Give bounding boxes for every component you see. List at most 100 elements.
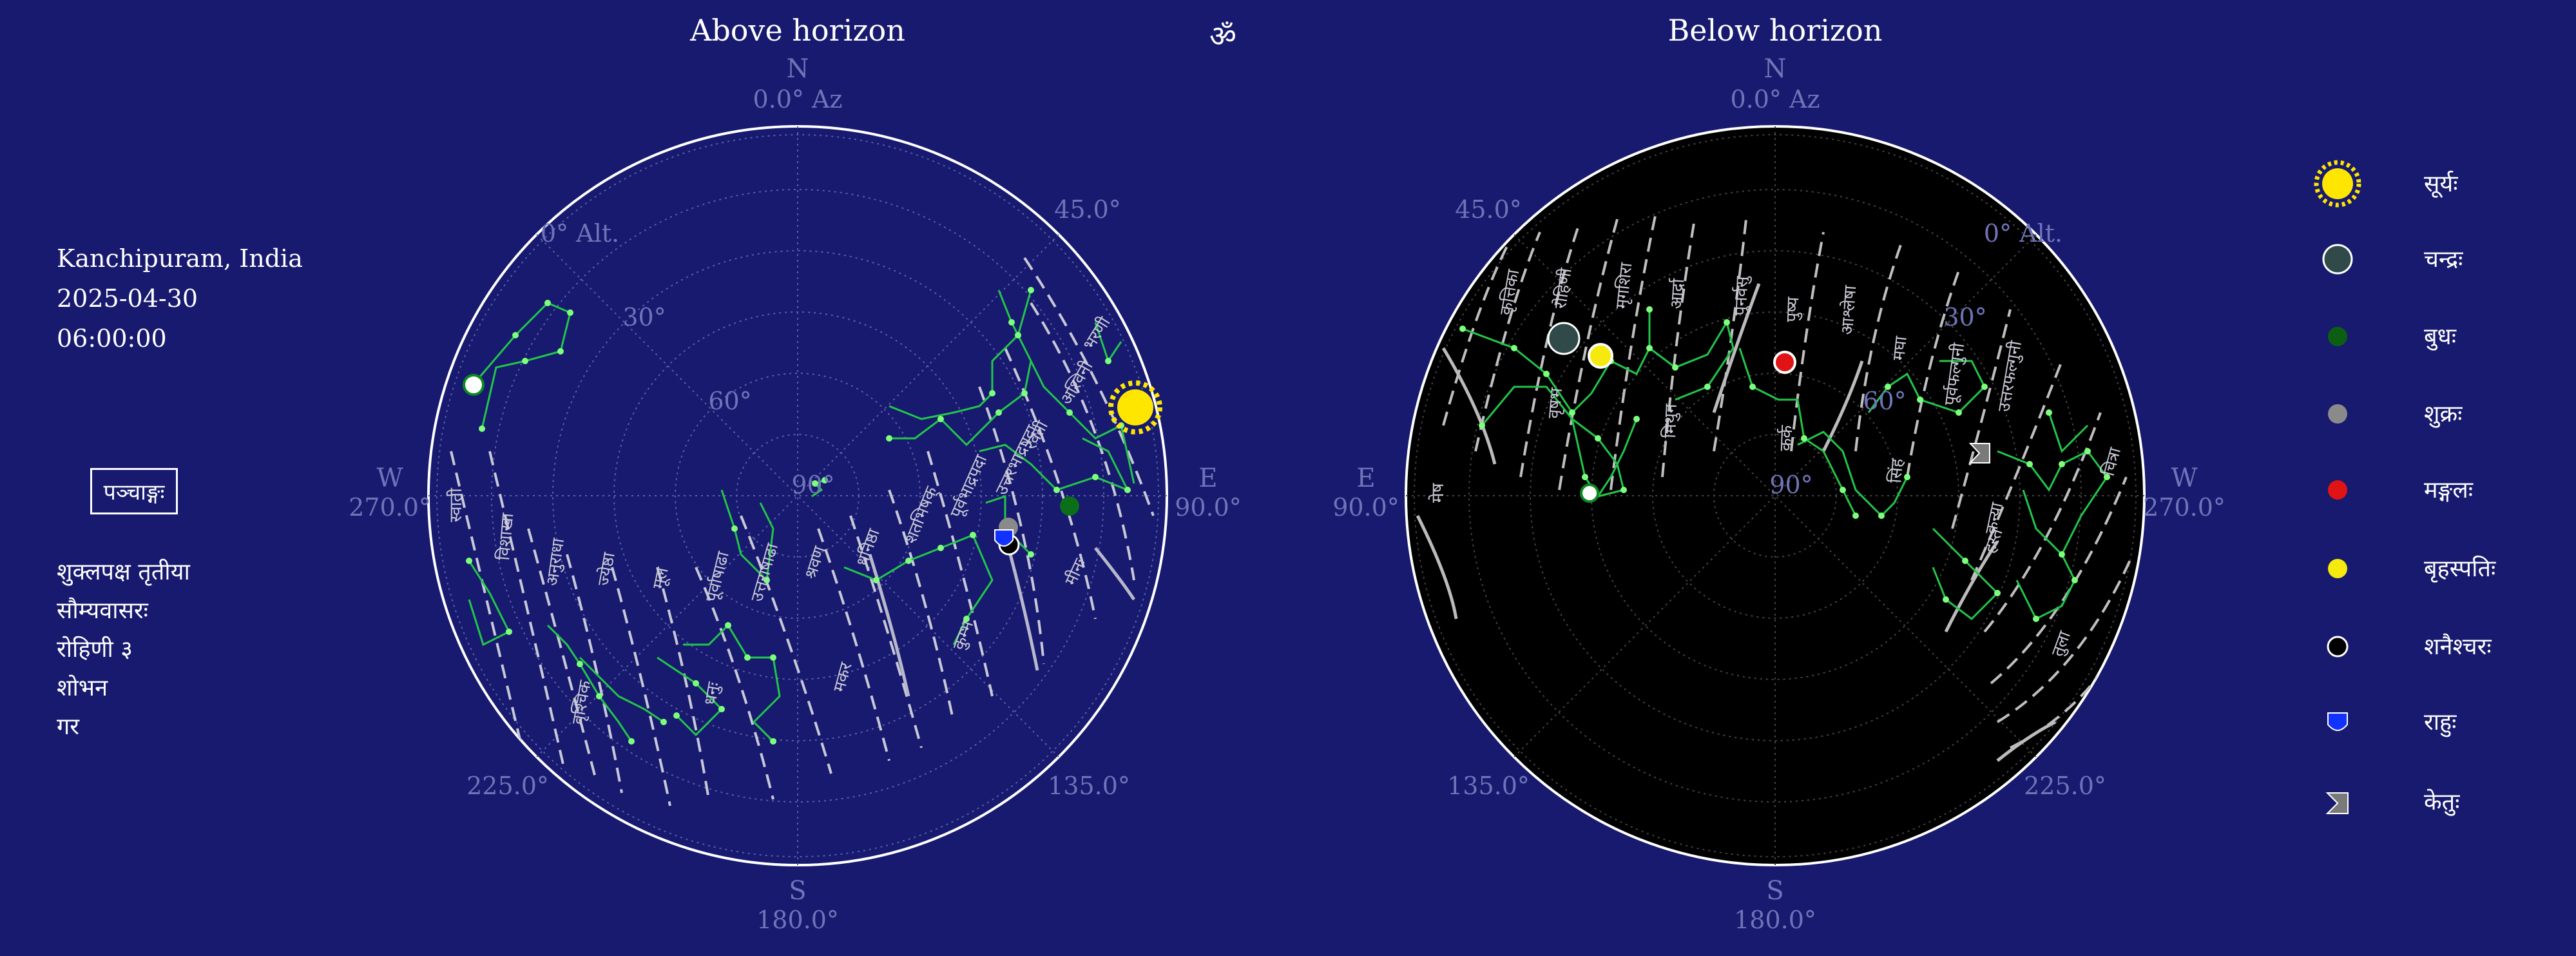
panchang-button-label: पञ्चाङ्गः [103, 480, 165, 505]
below-nakshatra-label: पुनर्वसु [1731, 275, 1752, 316]
below-ecliptic-arcs [1416, 283, 2057, 762]
legend-label-mercury: बुधः [2424, 324, 2457, 351]
rahu-marker-above[interactable] [994, 529, 1014, 547]
legend-item-mercury: बुधः [2328, 324, 2457, 351]
sun-marker-above[interactable] [1108, 380, 1162, 434]
panchang-details: शुक्लपक्ष तृतीया सौम्यवासरः रोहिणी ३ शोभ… [57, 553, 190, 746]
above-alt-60: 60° [708, 387, 751, 415]
sun-icon [2314, 160, 2361, 208]
below-nakshatra-label: आर्द्रा [1666, 277, 1688, 309]
above-alt-label: 0° Alt. [541, 219, 619, 248]
legend-item-ketu: केतुः [2325, 788, 2460, 816]
mercury-marker-above[interactable] [1060, 496, 1079, 516]
below-rashi-label: कर्क [1776, 424, 1796, 451]
legend-label-sun: सूर्यः [2424, 170, 2458, 198]
above-east-label: E [1198, 463, 1217, 493]
panchang-yoga: शोभन [57, 675, 108, 701]
legend-item-moon: चन्द्रः [2322, 244, 2463, 275]
below-rashi-label: सिंह [1885, 457, 1907, 484]
panchang-vaara: सौम्यवासरः [57, 598, 148, 624]
below-south-az: 180.0° [1734, 906, 1816, 934]
panchang-tithi: शुक्लपक्ष तृतीया [57, 559, 190, 585]
below-alt-60: 60° [1863, 387, 1906, 415]
below-north-az: 0.0° Az [1731, 85, 1820, 113]
above-alt-30: 30° [622, 303, 666, 331]
below-alt-30: 30° [1943, 303, 1986, 331]
legend-label-jupiter: बृहस्पतिः [2424, 555, 2496, 583]
venus-icon [2328, 404, 2347, 424]
below-alt-label: 0° Alt. [1984, 219, 2062, 248]
above-north-az: 0.0° Az [753, 85, 843, 113]
legend-item-saturn: शनैश्चरः [2327, 633, 2492, 660]
above-north-label: N [787, 54, 809, 84]
above-deg-135: 135.0° [1048, 772, 1130, 800]
legend-label-ketu: केतुः [2424, 788, 2460, 816]
above-rashi-label: धनुः [700, 680, 724, 707]
above-alt-90: 90° [791, 471, 834, 499]
rahu-icon [2327, 712, 2348, 731]
below-west-az: 270.0° [2143, 493, 2225, 522]
below-horizon-title: Below horizon [1668, 13, 1882, 48]
below-east-az: 90.0° [1332, 493, 1399, 522]
saturn-icon [2327, 636, 2349, 658]
ketu-marker-below[interactable] [1968, 443, 1990, 463]
below-north-label: N [1764, 54, 1787, 84]
above-nakshatra-label: स्वाती [446, 487, 466, 522]
below-rashi-label: मिथुन [1660, 403, 1681, 438]
moon-marker-below[interactable] [1547, 322, 1581, 355]
location-info: Kanchipuram, India 2025-04-30 06:00:00 [57, 239, 303, 358]
below-deg-45: 45.0° [1455, 195, 1522, 224]
legend-item-mars: मङ्गलः [2328, 477, 2474, 503]
above-deg-45: 45.0° [1054, 195, 1121, 224]
jupiter-marker-below[interactable] [1588, 343, 1613, 369]
above-nakshatra-label: विशाखा [494, 511, 517, 561]
legend: सूर्यः चन्द्रः बुधः शुक्रः मङ्गलः बृहस्प… [2314, 160, 2496, 816]
below-nakshatra-label: मृगशिरा [1611, 261, 1636, 310]
above-nakshatra-boundaries [450, 257, 1155, 806]
below-grid [1406, 126, 2144, 865]
location-date: 2025-04-30 [57, 284, 198, 313]
jupiter-icon [2328, 559, 2347, 578]
legend-item-sun: सूर्यः [2314, 160, 2458, 208]
moon-icon [2322, 244, 2353, 275]
om-symbol: ॐ [1209, 19, 1236, 54]
below-east-label: E [1356, 463, 1375, 493]
legend-label-moon: चन्द्रः [2424, 246, 2463, 273]
below-nakshatra-label: पुष्य [1783, 296, 1803, 322]
above-horizon-title: Above horizon [689, 13, 905, 48]
above-grid [428, 126, 1167, 865]
panchang-nakshatra: रोहिणी ३ [57, 636, 133, 663]
above-horizon-chart[interactable]: N 0.0° Az S 180.0° W 270.0° E 90.0° 0° A… [349, 54, 1242, 934]
location-place: Kanchipuram, India [57, 244, 303, 273]
legend-label-rahu: राहुः [2424, 709, 2457, 737]
panchang-karana: गर [57, 714, 79, 740]
legend-label-saturn: शनैश्चरः [2424, 633, 2492, 660]
legend-label-venus: शुक्रः [2424, 401, 2463, 428]
legend-label-mars: मङ्गलः [2424, 477, 2474, 503]
above-west-label: W [376, 463, 403, 493]
below-horizon-chart[interactable]: N 0.0° Az S 180.0° E 90.0° W 270.0° 0° A… [1332, 54, 2225, 934]
below-nakshatra-label: मघा [1889, 335, 1911, 362]
below-west-label: W [2171, 463, 2197, 493]
legend-item-venus: शुक्रः [2328, 401, 2463, 428]
below-deg-225: 225.0° [2024, 772, 2106, 800]
above-south-az: 180.0° [756, 906, 839, 934]
below-south-label: S [1766, 876, 1783, 906]
mars-icon [2328, 480, 2347, 500]
legend-item-rahu: राहुः [2327, 709, 2457, 737]
jupiter-marker-above[interactable] [463, 374, 485, 396]
above-deg-225: 225.0° [466, 772, 549, 800]
legend-item-jupiter: बृहस्पतिः [2328, 555, 2496, 583]
mercury-icon [2328, 327, 2347, 346]
below-rashi-label: वृषभ [1544, 387, 1566, 420]
below-constellations [1462, 309, 2108, 621]
below-nakshatra-label: आश्लेषा [1837, 284, 1860, 336]
below-rashi-label: मेष [1428, 482, 1448, 503]
above-west-az: 270.0° [349, 493, 431, 522]
panchang-button[interactable]: पञ्चाङ्गः [90, 468, 178, 514]
ketu-icon [2325, 792, 2349, 814]
below-alt-90: 90° [1769, 471, 1812, 499]
mars-marker-below[interactable] [1773, 351, 1796, 374]
star-marker-below[interactable] [1580, 483, 1599, 503]
above-east-az: 90.0° [1175, 493, 1242, 522]
